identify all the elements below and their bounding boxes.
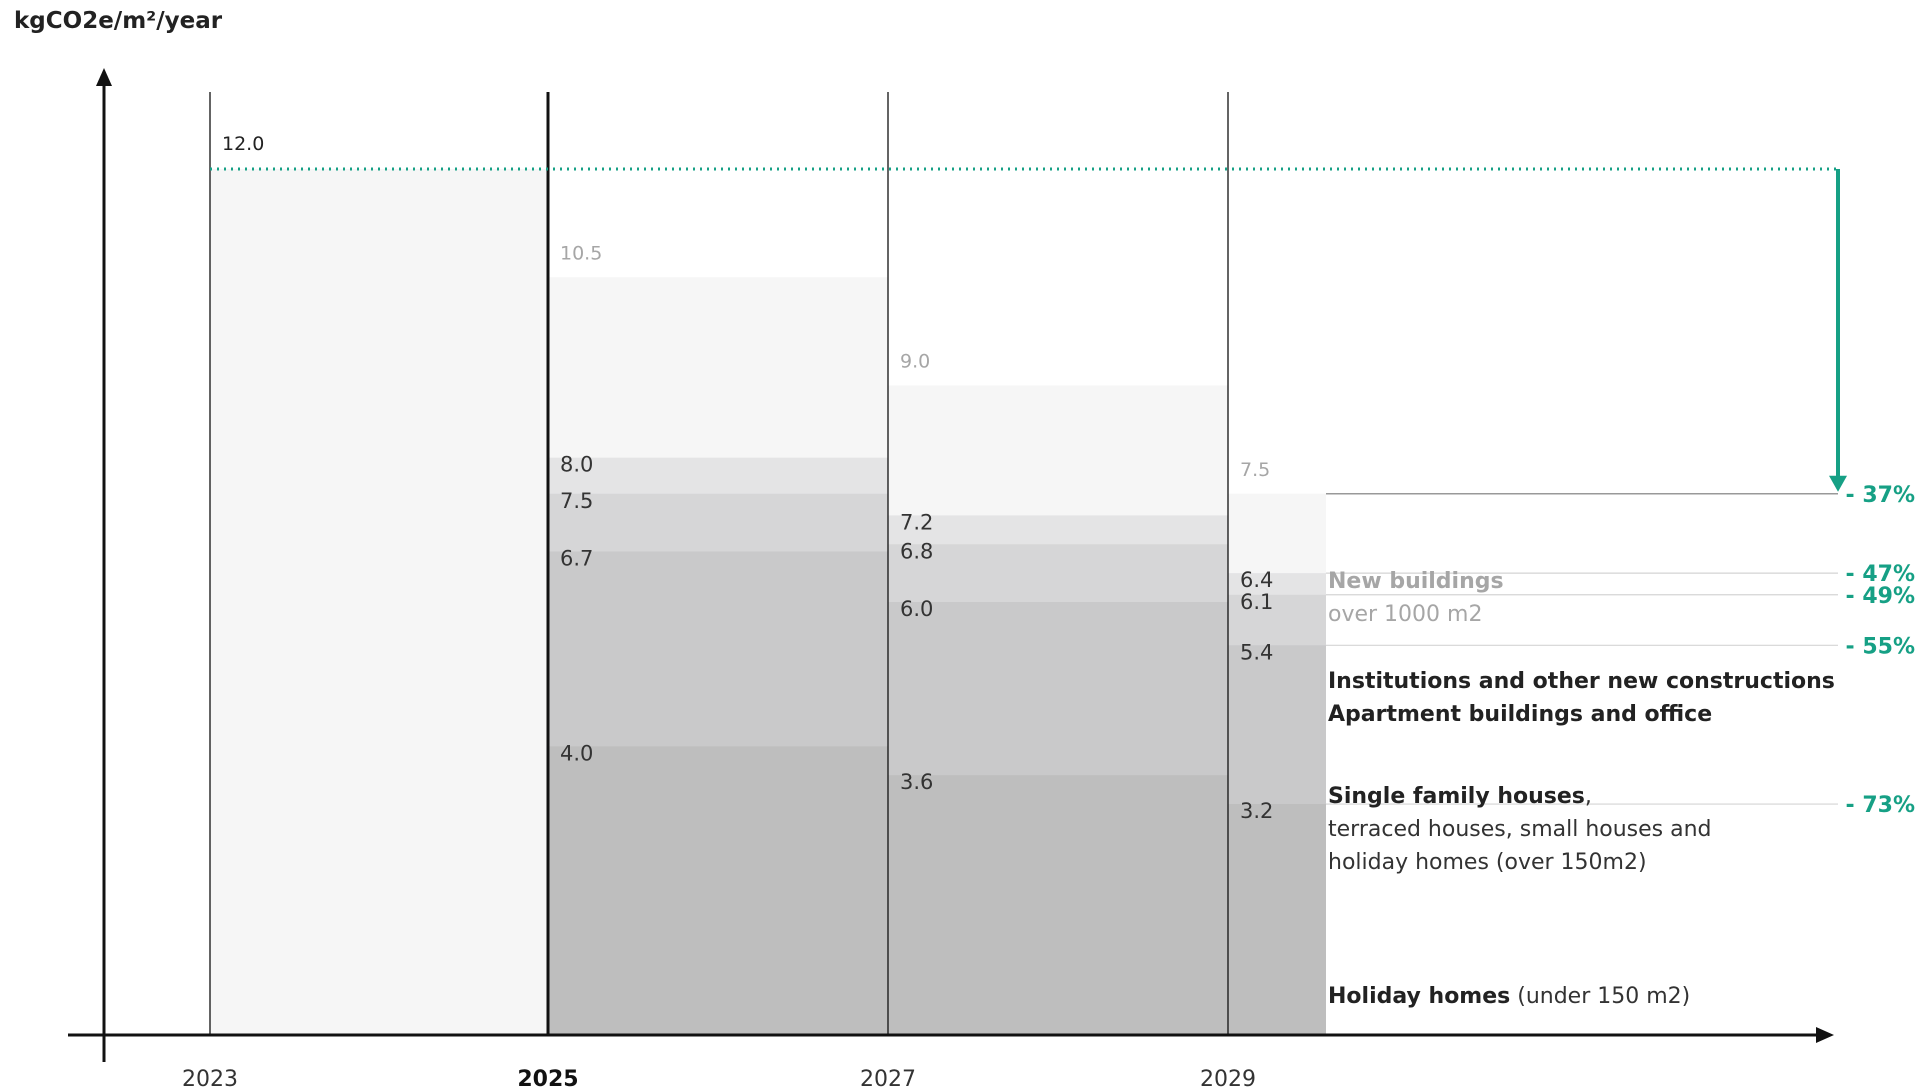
reduction-arrow-head xyxy=(1829,475,1847,492)
category-description-4: Single family houses, terraced houses, sm… xyxy=(1328,780,1712,879)
data-label-2029-2: 6.4 xyxy=(1240,568,1273,592)
data-label-2025-1: 10.5 xyxy=(560,242,602,264)
category-title: New buildings xyxy=(1328,569,1504,594)
x-tick-2025: 2025 xyxy=(517,1067,578,1088)
data-label-2027-2: 7.2 xyxy=(900,510,933,534)
data-label-2027-5: 3.6 xyxy=(900,770,933,794)
category-description-2: Institutions and other new constructions xyxy=(1328,665,1835,698)
data-label-2029-5: 3.2 xyxy=(1240,799,1273,823)
reduction-percent-3: - 49% xyxy=(1846,584,1915,609)
category-title: Holiday homes xyxy=(1328,984,1511,1009)
reduction-percent-2: - 47% xyxy=(1846,562,1915,587)
data-label-2029-4: 5.4 xyxy=(1240,640,1273,664)
data-label-2027-1: 9.0 xyxy=(900,351,930,373)
category-title: Apartment buildings and office xyxy=(1328,702,1713,727)
category-subtitle-line: terraced houses, small houses and xyxy=(1328,817,1712,842)
reduction-percent-5: - 73% xyxy=(1846,793,1915,818)
data-label-2027-4: 6.0 xyxy=(900,597,933,621)
bar-2025-band-5 xyxy=(548,746,888,1035)
bar-2029-band-5 xyxy=(1228,804,1326,1035)
reduction-percent-1: - 37% xyxy=(1846,483,1915,508)
baseline-label: 12.0 xyxy=(222,133,264,155)
x-tick-2027: 2027 xyxy=(860,1067,916,1088)
data-label-2029-1: 7.5 xyxy=(1240,459,1270,481)
data-label-2027-3: 6.8 xyxy=(900,539,933,563)
data-label-2025-3: 7.5 xyxy=(560,489,593,513)
category-title-suffix: , xyxy=(1584,784,1592,809)
x-tick-2029: 2029 xyxy=(1200,1067,1256,1088)
reduction-percent-4: - 55% xyxy=(1846,634,1915,659)
bar-2027-band-5 xyxy=(888,775,1228,1035)
bar-2023 xyxy=(210,169,548,1035)
y-axis-arrow-icon xyxy=(96,68,112,86)
data-label-2025-4: 6.7 xyxy=(560,546,593,570)
category-title: Institutions and other new constructions xyxy=(1328,669,1835,694)
y-axis-label: kgCO2e/m²/year xyxy=(14,8,223,34)
category-description-3: Apartment buildings and office xyxy=(1328,698,1712,731)
x-axis-arrow-icon xyxy=(1816,1027,1834,1043)
category-description-1: New buildings over 1000 m2 xyxy=(1328,565,1504,631)
data-label-2025-2: 8.0 xyxy=(560,453,593,477)
data-label-2029-3: 6.1 xyxy=(1240,590,1273,614)
category-title: Single family houses xyxy=(1328,784,1585,809)
category-description-5: Holiday homes (under 150 m2) xyxy=(1328,980,1690,1013)
x-tick-2023: 2023 xyxy=(182,1067,238,1088)
category-subtitle-line: holiday homes (over 150m2) xyxy=(1328,850,1647,875)
category-title-suffix: (under 150 m2) xyxy=(1510,984,1691,1009)
data-label-2025-5: 4.0 xyxy=(560,741,593,765)
category-subtitle-line: over 1000 m2 xyxy=(1328,602,1483,627)
